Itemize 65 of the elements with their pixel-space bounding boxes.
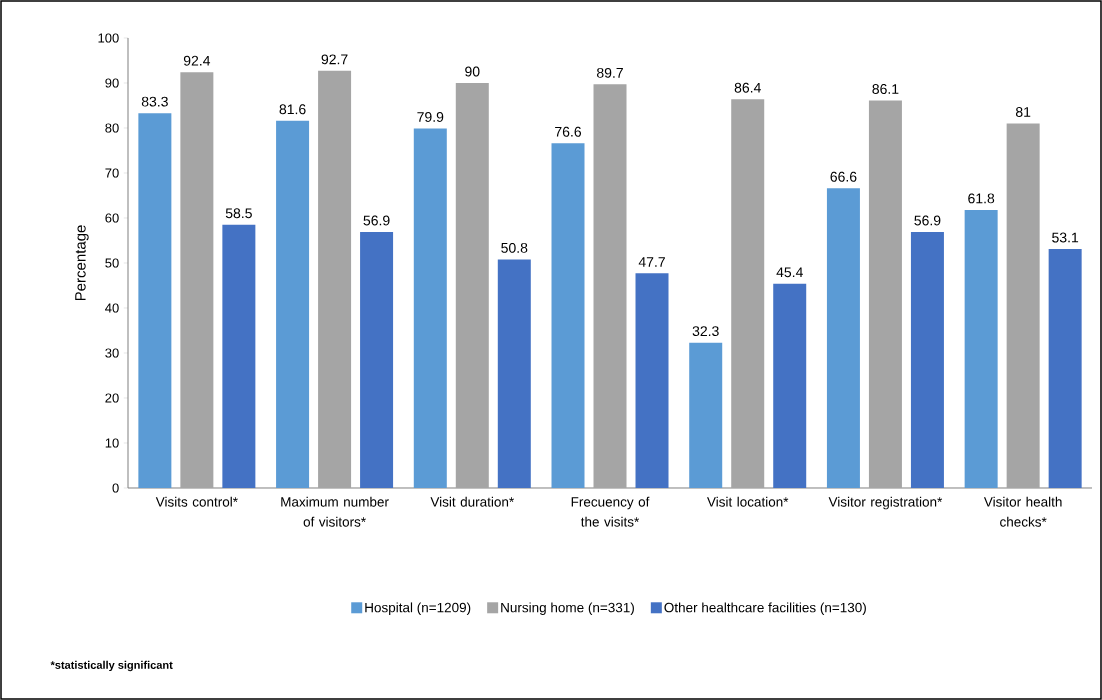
bar <box>964 209 998 488</box>
bar <box>551 143 585 488</box>
bar <box>826 188 860 488</box>
data-label: 50.8 <box>501 242 528 253</box>
y-tick-label: 0 <box>112 483 119 493</box>
bar <box>318 70 352 488</box>
y-tick-label: 80 <box>105 123 119 133</box>
data-label: 81 <box>1015 107 1031 117</box>
data-label: 61.8 <box>968 193 995 204</box>
data-label: 56.9 <box>914 215 941 226</box>
data-label: 56.9 <box>363 215 390 226</box>
y-axis-title: Percentage <box>75 225 89 301</box>
data-label: 58.5 <box>225 208 252 219</box>
y-tick-label: 20 <box>105 393 119 403</box>
data-label: 92.4 <box>183 55 211 66</box>
bar <box>138 113 172 488</box>
data-label: 47.7 <box>638 257 665 267</box>
legend-label: Hospital (n=1209) <box>365 602 471 615</box>
x-tick-label: Frecuency of the visits* <box>571 496 650 527</box>
data-label: 86.1 <box>872 84 899 95</box>
data-label: 90 <box>465 66 480 77</box>
bar <box>635 273 669 488</box>
data-label: 45.4 <box>776 267 803 278</box>
y-tick-label: 100 <box>98 33 119 43</box>
bar <box>689 342 723 488</box>
data-label: 32.3 <box>692 326 719 337</box>
text: *statistically significant <box>50 660 173 672</box>
bar <box>413 128 447 488</box>
y-tick-label: 40 <box>105 303 119 313</box>
y-tick-label: 70 <box>105 168 119 178</box>
y-tick-label: 60 <box>105 213 119 223</box>
data-label: 81.6 <box>279 104 306 115</box>
bar <box>180 72 214 488</box>
x-tick-label: Visit location* <box>707 496 789 507</box>
legend-label: Nursing home (n=331) <box>501 602 634 615</box>
data-label: 76.6 <box>555 126 582 137</box>
data-label: 89.7 <box>596 67 623 78</box>
y-tick-label: 90 <box>105 78 119 88</box>
x-tick-label: Visit duration* <box>430 496 514 507</box>
data-label: 66.6 <box>830 171 857 182</box>
bar <box>222 224 256 488</box>
bar <box>360 231 394 488</box>
bar <box>593 84 627 488</box>
bar <box>455 82 489 488</box>
bar <box>1006 123 1040 488</box>
data-label: 83.3 <box>141 96 168 107</box>
x-tick-label: Visits control* <box>155 496 238 507</box>
data-label: 86.4 <box>734 82 761 93</box>
bar <box>731 99 765 488</box>
data-label: 79.9 <box>417 111 444 122</box>
bar <box>497 259 531 488</box>
bar <box>276 120 310 488</box>
x-tick-label: Visitor registration* <box>828 496 943 510</box>
y-tick-label: 50 <box>105 258 119 268</box>
bar <box>773 283 807 488</box>
bar <box>1048 249 1082 488</box>
y-tick-label: 30 <box>105 348 119 358</box>
data-label: 92.7 <box>321 54 348 65</box>
y-tick-label: 10 <box>105 438 119 448</box>
bar <box>868 100 902 488</box>
data-label: 53.1 <box>1052 232 1079 243</box>
x-tick-label: Maximum number of visitors* <box>281 496 389 527</box>
x-tick-label: Visitor health checks* <box>983 496 1062 527</box>
legend-label: Other healthcare facilities (n=130) <box>664 602 866 615</box>
bar <box>910 231 944 488</box>
